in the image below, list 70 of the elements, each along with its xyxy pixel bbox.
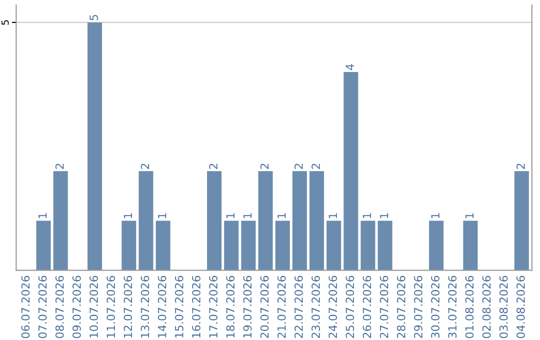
data-label: 1: [243, 213, 252, 218]
bar: [156, 220, 170, 270]
bar: [360, 220, 376, 270]
bar: [344, 72, 358, 270]
x-tick-label: 04.08.2026: [516, 276, 525, 338]
data-label: 4: [346, 64, 354, 70]
bar: [292, 171, 307, 270]
x-tick-label: 18.07.2026: [226, 276, 235, 338]
x-tick-label: 31.07.2026: [448, 276, 457, 338]
data-label: 1: [38, 213, 47, 218]
bar: [53, 171, 68, 270]
bar: [514, 171, 529, 270]
data-label: 1: [124, 213, 132, 218]
x-tick-label: 08.07.2026: [55, 276, 64, 338]
x-tick-label: 24.07.2026: [328, 276, 338, 338]
bar: [241, 220, 256, 270]
data-label: 2: [55, 164, 64, 169]
bar: [326, 220, 342, 270]
x-tick-label: 27.07.2026: [380, 276, 388, 338]
x-tick-label: 09.07.2026: [72, 276, 81, 338]
data-label: 2: [140, 164, 150, 169]
bar: [138, 171, 154, 270]
data-label: 2: [260, 164, 269, 169]
x-tick-label: 20.07.2026: [260, 276, 269, 338]
data-label: 1: [158, 213, 166, 218]
x-tick-label: 12.07.2026: [124, 276, 132, 338]
data-label: 1: [380, 213, 388, 218]
x-tick-label: 26.07.2026: [362, 276, 372, 338]
data-label: 2: [294, 164, 303, 169]
x-tick-label: 06.07.2026: [21, 276, 30, 338]
bar: [224, 220, 239, 270]
x-tick-label: 16.07.2026: [192, 276, 200, 338]
bar: [309, 171, 324, 270]
data-label: 1: [465, 213, 474, 218]
bar: [122, 220, 136, 270]
bar: [207, 171, 222, 270]
x-tick-label: 28.07.2026: [396, 276, 406, 338]
x-tick-label: 30.07.2026: [431, 276, 440, 338]
x-tick-label: 01.08.2026: [465, 276, 474, 338]
x-tick-label: 17.07.2026: [209, 276, 218, 338]
x-tick-label: 29.07.2026: [414, 276, 422, 338]
x-tick-label: 19.07.2026: [243, 276, 252, 338]
data-label: 2: [209, 164, 218, 169]
data-label: 5: [90, 14, 98, 20]
x-tick-label: 07.07.2026: [38, 276, 47, 338]
x-tick-label: 03.08.2026: [499, 276, 508, 338]
data-label: 2: [516, 164, 525, 169]
x-tick-label: 02.08.2026: [482, 276, 491, 338]
data-label: 1: [278, 213, 286, 218]
bar: [429, 220, 444, 270]
x-tick-label: 25.07.2026: [346, 276, 354, 338]
x-tick-label: 15.07.2026: [174, 276, 184, 338]
bar: [36, 220, 51, 270]
data-label: 2: [312, 164, 320, 169]
x-tick-label: 23.07.2026: [312, 276, 320, 338]
data-label: 1: [226, 213, 234, 218]
x-tick-label: 21.07.2026: [277, 276, 286, 338]
data-label: 1: [431, 213, 440, 218]
x-tick-label: 10.07.2026: [90, 276, 98, 338]
x-tick-label: 14.07.2026: [158, 276, 166, 338]
x-tick-label: 13.07.2026: [140, 276, 150, 338]
x-tick-label: 11.07.2026: [106, 276, 116, 338]
bar: [463, 220, 478, 270]
data-label: 1: [362, 213, 372, 218]
bar: [87, 22, 102, 270]
bar: [258, 171, 273, 270]
bar: [275, 220, 290, 270]
data-label: 1: [328, 213, 337, 218]
bar: [378, 220, 392, 270]
x-tick-label: 22.07.2026: [294, 276, 303, 338]
